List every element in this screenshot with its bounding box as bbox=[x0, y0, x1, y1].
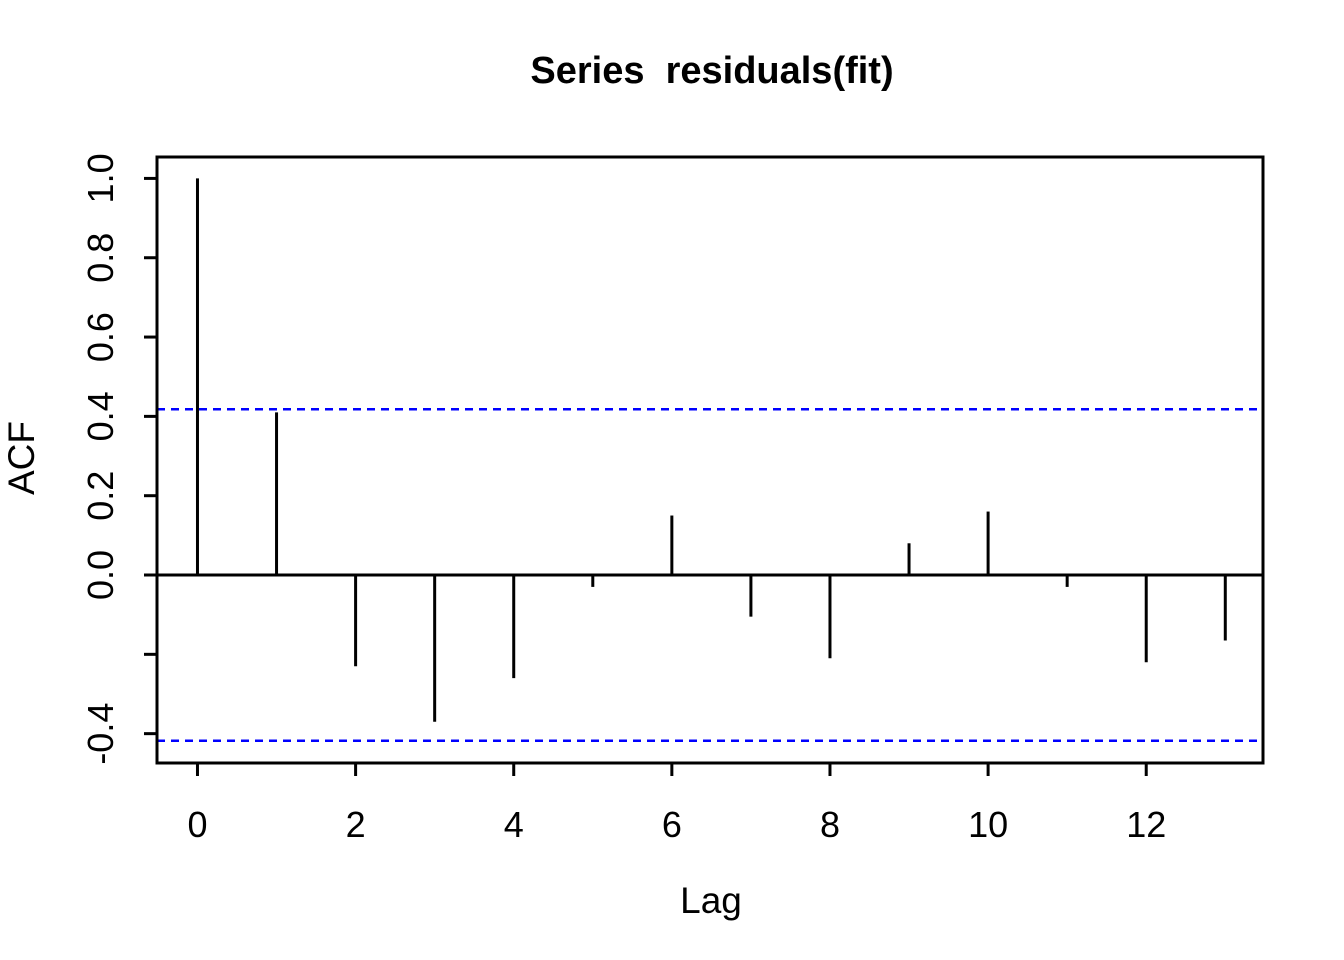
y-axis-title: ACF bbox=[1, 421, 42, 495]
y-tick-label: -0.4 bbox=[80, 703, 121, 765]
x-axis-title: Lag bbox=[680, 880, 742, 921]
x-tick-label: 8 bbox=[820, 804, 840, 845]
y-tick-label: 0.0 bbox=[80, 550, 121, 600]
y-tick-label: 1.0 bbox=[80, 153, 121, 203]
y-tick-label: 0.8 bbox=[80, 233, 121, 283]
x-tick-label: 6 bbox=[662, 804, 682, 845]
plot-box bbox=[155, 155, 1265, 765]
x-tick-label: 2 bbox=[346, 804, 366, 845]
x-tick-label: 0 bbox=[187, 804, 207, 845]
x-tick-label: 4 bbox=[504, 804, 524, 845]
x-tick-label: 10 bbox=[968, 804, 1008, 845]
y-tick-label: 0.6 bbox=[80, 312, 121, 362]
y-tick-label: 0.2 bbox=[80, 471, 121, 521]
y-tick-label: 0.4 bbox=[80, 391, 121, 441]
x-tick-label: 12 bbox=[1126, 804, 1166, 845]
chart-title: Series residuals(fit) bbox=[530, 50, 893, 92]
plot-area: 0 2 4 6 8 10 12 1.0 0.8 0.6 0.4 0.2 0.0 -0.4 bbox=[80, 153, 1265, 845]
